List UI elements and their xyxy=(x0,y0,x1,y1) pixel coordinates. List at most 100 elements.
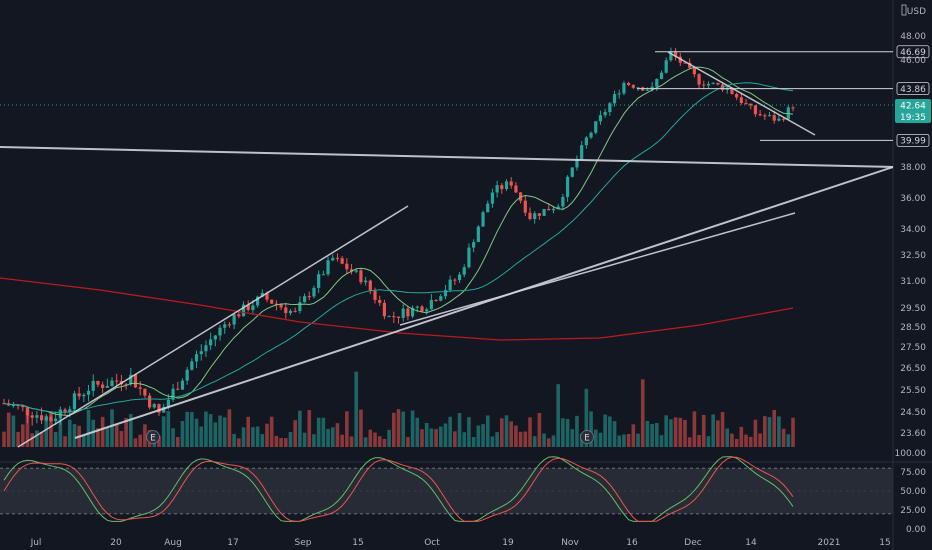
candle-body[interactable] xyxy=(194,354,199,362)
candle-body[interactable] xyxy=(490,192,495,204)
candle-body[interactable] xyxy=(476,226,480,243)
candle-body[interactable] xyxy=(171,388,175,400)
candle-body[interactable] xyxy=(669,51,673,61)
candle-body[interactable] xyxy=(166,399,170,407)
candle-body[interactable] xyxy=(35,415,39,418)
candle-body[interactable] xyxy=(68,409,72,412)
candle-body[interactable] xyxy=(711,82,715,84)
candle-body[interactable] xyxy=(697,74,701,85)
candle-body[interactable] xyxy=(551,208,556,211)
candle-body[interactable] xyxy=(495,185,499,193)
trendline[interactable] xyxy=(667,51,816,136)
candle-body[interactable] xyxy=(486,203,490,213)
candle-body[interactable] xyxy=(213,335,217,340)
candle-body[interactable] xyxy=(16,405,20,407)
candle-body[interactable] xyxy=(706,83,711,86)
candle-body[interactable] xyxy=(523,200,527,213)
candle-body[interactable] xyxy=(561,196,565,207)
candle-body[interactable] xyxy=(645,89,650,91)
candle-body[interactable] xyxy=(101,384,105,388)
candle-body[interactable] xyxy=(655,78,659,87)
candle-body[interactable] xyxy=(232,314,236,325)
candle-body[interactable] xyxy=(406,308,410,317)
candle-body[interactable] xyxy=(110,380,114,386)
candle-body[interactable] xyxy=(702,84,706,86)
candle-body[interactable] xyxy=(63,409,67,412)
candle-body[interactable] xyxy=(199,351,203,355)
candle-body[interactable] xyxy=(556,206,560,209)
candle-body[interactable] xyxy=(129,374,133,385)
candle-body[interactable] xyxy=(260,292,264,297)
candle-body[interactable] xyxy=(237,314,241,317)
candle-body[interactable] xyxy=(509,181,513,186)
candle-body[interactable] xyxy=(335,257,340,259)
candle-body[interactable] xyxy=(777,118,781,121)
candle-body[interactable] xyxy=(180,380,185,390)
candle-body[interactable] xyxy=(157,404,161,413)
candle-body[interactable] xyxy=(288,310,293,314)
candle-body[interactable] xyxy=(293,310,297,312)
candle-body[interactable] xyxy=(542,208,546,216)
candle-body[interactable] xyxy=(467,247,471,268)
candle-body[interactable] xyxy=(115,380,119,382)
candle-body[interactable] xyxy=(692,67,696,75)
candle-body[interactable] xyxy=(204,345,208,352)
candle-body[interactable] xyxy=(241,304,246,317)
candle-body[interactable] xyxy=(683,62,687,64)
candle-body[interactable] xyxy=(688,62,692,68)
scale-icon[interactable] xyxy=(901,4,907,16)
candle-body[interactable] xyxy=(767,115,772,117)
candle-body[interactable] xyxy=(312,287,316,297)
candle-body[interactable] xyxy=(147,395,152,408)
candle-body[interactable] xyxy=(420,306,424,312)
candle-body[interactable] xyxy=(82,394,86,397)
earnings-marker[interactable] xyxy=(580,430,594,444)
candle-body[interactable] xyxy=(317,274,321,288)
candle-body[interactable] xyxy=(753,105,758,115)
earnings-marker[interactable] xyxy=(146,430,160,444)
candle-body[interactable] xyxy=(608,103,612,113)
candle-body[interactable] xyxy=(396,316,401,318)
candle-body[interactable] xyxy=(584,137,588,146)
trendline[interactable] xyxy=(0,146,894,168)
candle-body[interactable] xyxy=(782,118,786,120)
candle-body[interactable] xyxy=(462,267,466,275)
candle-body[interactable] xyxy=(124,384,128,386)
candle-body[interactable] xyxy=(227,324,232,326)
candle-body[interactable] xyxy=(735,93,739,98)
candle-body[interactable] xyxy=(302,296,307,303)
candle-body[interactable] xyxy=(143,388,147,396)
candle-body[interactable] xyxy=(256,296,260,306)
candle-body[interactable] xyxy=(105,385,109,388)
candle-body[interactable] xyxy=(664,60,668,73)
candle-body[interactable] xyxy=(612,94,617,104)
candle-body[interactable] xyxy=(91,380,95,391)
candle-body[interactable] xyxy=(274,303,278,305)
candle-body[interactable] xyxy=(791,107,795,109)
candle-body[interactable] xyxy=(326,260,330,275)
candle-body[interactable] xyxy=(152,404,156,408)
candle-body[interactable] xyxy=(392,316,396,318)
candle-body[interactable] xyxy=(453,279,457,281)
candle-body[interactable] xyxy=(580,145,584,159)
candle-body[interactable] xyxy=(570,167,574,177)
candle-body[interactable] xyxy=(349,269,354,272)
candle-body[interactable] xyxy=(373,291,377,300)
candle-body[interactable] xyxy=(96,380,100,385)
candle-body[interactable] xyxy=(72,393,77,410)
candle-body[interactable] xyxy=(378,299,382,303)
candle-body[interactable] xyxy=(627,82,631,85)
candle-body[interactable] xyxy=(223,324,227,328)
candle-body[interactable] xyxy=(340,258,344,264)
candle-body[interactable] xyxy=(448,279,452,290)
candle-body[interactable] xyxy=(279,304,283,308)
candle-body[interactable] xyxy=(218,327,222,336)
candle-body[interactable] xyxy=(622,82,626,94)
candle-body[interactable] xyxy=(749,103,753,106)
candle-body[interactable] xyxy=(673,51,678,57)
candle-body[interactable] xyxy=(265,292,269,300)
candle-body[interactable] xyxy=(594,121,598,133)
candle-body[interactable] xyxy=(185,369,189,381)
candle-body[interactable] xyxy=(617,93,621,95)
